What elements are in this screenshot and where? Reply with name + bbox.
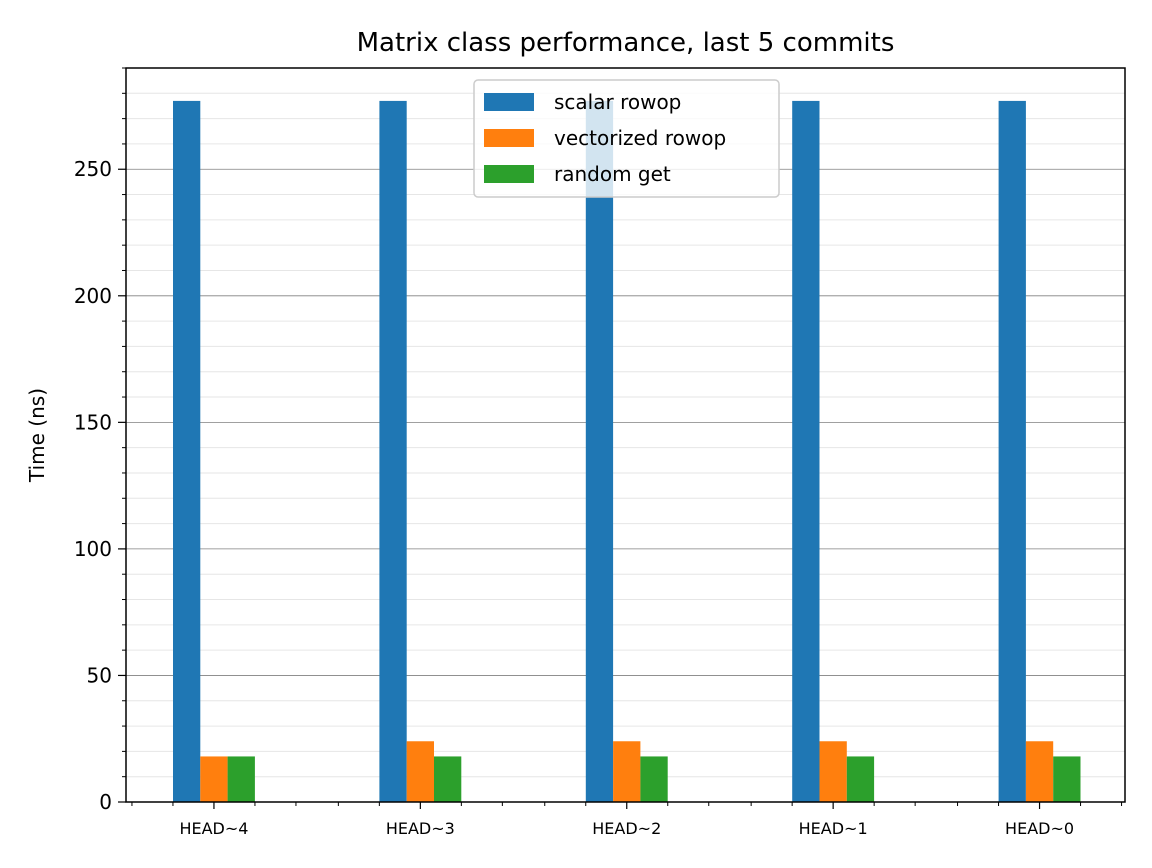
legend-label: random get [554,162,671,186]
legend-swatch [484,129,534,147]
x-tick-label: HEAD~1 [799,819,868,838]
y-tick-label: 0 [99,790,112,814]
bar [1053,756,1081,802]
x-tick-label: HEAD~0 [1005,819,1074,838]
bar [819,741,847,802]
bar [640,756,668,802]
legend-frame [473,79,780,198]
bar [173,100,201,803]
bar [1025,741,1054,802]
y-tick-label: 200 [74,284,112,308]
x-tick-label: HEAD~3 [386,819,455,838]
bar [585,100,614,803]
bars-layer [173,100,1081,803]
bar [613,741,641,802]
bar [227,756,255,802]
bar [406,741,434,802]
bar [434,756,462,802]
legend-label: vectorized rowop [554,126,726,150]
legend-swatch [484,165,534,183]
y-tick-label: 50 [87,663,112,687]
x-tick-label: HEAD~2 [592,819,661,838]
y-tick-label: 100 [74,537,112,561]
y-tick-label: 250 [74,157,112,181]
chart-title: Matrix class performance, last 5 commits [357,28,895,58]
bar [792,100,820,803]
bar [200,756,228,802]
bar [998,100,1026,803]
ticks-layer: 0 50 100 150 200 250 HEAD~4 HEAD~3 HEAD~2 HEAD~1 H… [74,67,1123,838]
grid-layer [126,67,1125,778]
legend-label: scalar rowop [554,90,681,114]
bar [379,100,407,803]
bar [846,756,875,802]
plot-frame [125,67,1126,803]
x-tick-label: HEAD~4 [179,819,248,838]
y-tick-label: 150 [74,410,112,434]
legend-swatch [484,93,534,111]
y-axis-label: Time (ns) [25,388,49,483]
legend: scalar rowop vectorized rowop random get [473,79,780,198]
